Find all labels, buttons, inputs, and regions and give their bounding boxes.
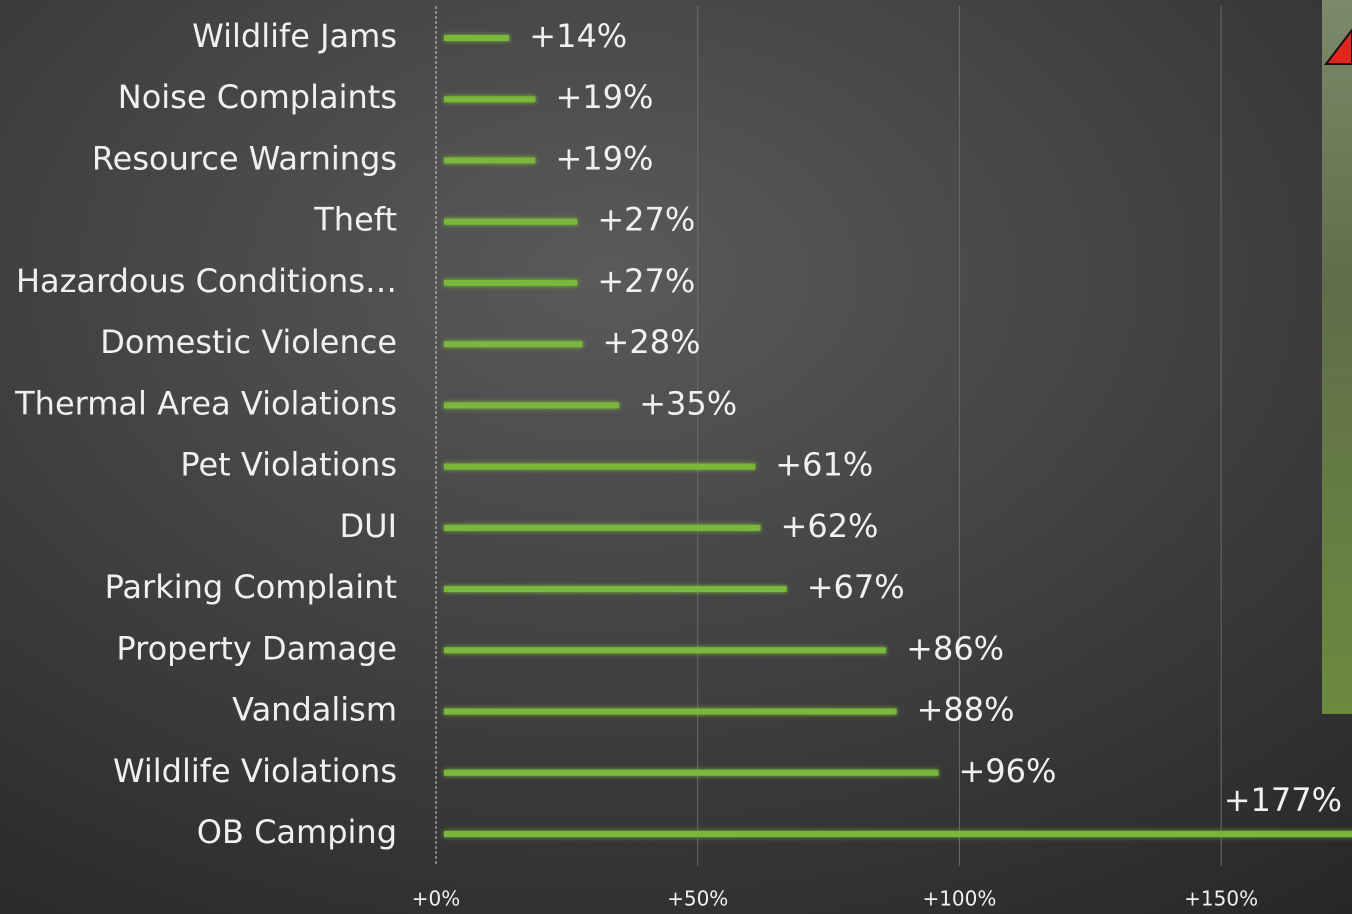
bar	[444, 586, 787, 593]
bar	[444, 769, 939, 776]
x-tick-label: +100%	[922, 887, 996, 911]
x-tick-label: +50%	[667, 887, 728, 911]
data-label: +67%	[807, 568, 905, 606]
bar	[444, 524, 761, 531]
y-tick-label: Noise Complaints	[118, 78, 397, 116]
y-tick-label: Domestic Violence	[100, 323, 397, 361]
y-tick-label: DUI	[340, 507, 398, 545]
data-label: +19%	[555, 78, 653, 116]
x-tick-label: +0%	[412, 887, 461, 911]
y-tick-label: Resource Warnings	[92, 139, 397, 177]
bar	[444, 647, 887, 654]
data-label: +177%	[1224, 781, 1342, 819]
bar	[444, 218, 578, 225]
bar	[444, 831, 1352, 837]
warning-sign	[1323, 28, 1352, 65]
data-label: +28%	[603, 323, 701, 361]
bar	[444, 708, 897, 715]
x-tick-label: +150%	[1184, 887, 1258, 911]
photo	[1322, 0, 1352, 714]
bar	[444, 402, 620, 409]
data-label: +61%	[775, 446, 873, 484]
y-tick-label: Thermal Area Violations	[14, 384, 397, 422]
data-label: +88%	[917, 691, 1015, 729]
bar	[444, 279, 578, 286]
data-label: +27%	[597, 201, 695, 239]
y-tick-label: OB Camping	[197, 813, 397, 851]
y-tick-label: Property Damage	[116, 629, 397, 667]
bar	[444, 35, 510, 41]
y-tick-label: Theft	[313, 201, 397, 239]
data-label: +62%	[781, 507, 879, 545]
data-label: +19%	[555, 139, 653, 177]
y-tick-label: Hazardous Conditions…	[16, 262, 397, 300]
y-tick-label: Vandalism	[232, 691, 397, 729]
data-label: +35%	[639, 384, 737, 422]
data-label: +86%	[906, 629, 1004, 667]
data-label: +27%	[597, 262, 695, 300]
y-tick-label: Wildlife Violations	[113, 752, 397, 790]
data-label: +96%	[958, 752, 1056, 790]
data-label: +14%	[529, 17, 627, 55]
bar	[444, 341, 583, 348]
y-tick-label: Parking Complaint	[105, 568, 397, 606]
bar	[444, 463, 756, 470]
y-tick-label: Wildlife Jams	[192, 17, 397, 55]
y-tick-label: Pet Violations	[180, 446, 397, 484]
bar	[444, 96, 536, 103]
bar	[444, 157, 536, 164]
